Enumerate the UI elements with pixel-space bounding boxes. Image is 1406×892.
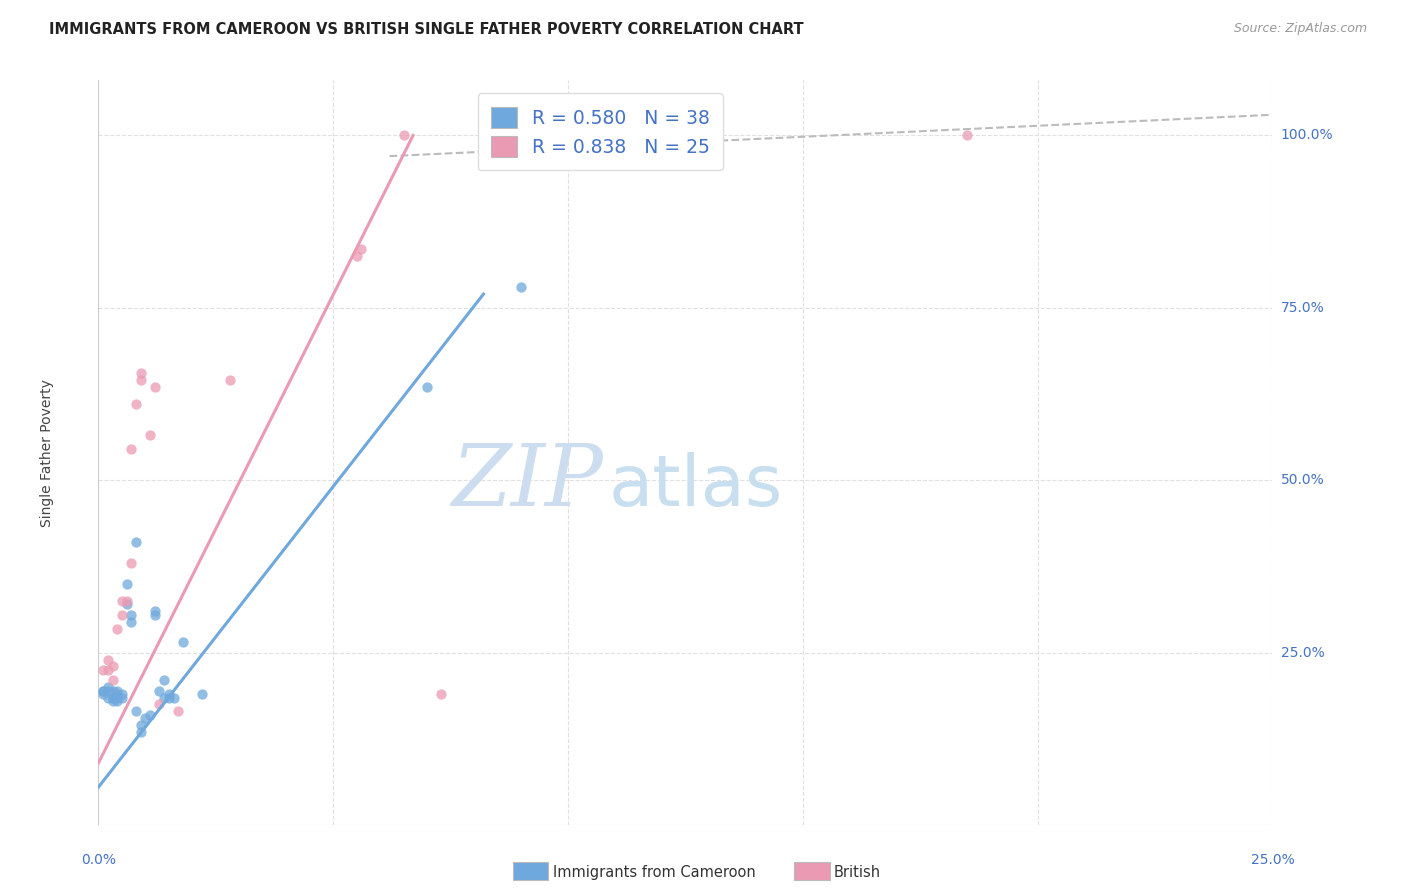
Point [143, 380, 166, 394]
Point [153, 673, 176, 688]
Point [956, 128, 979, 143]
Point [350, 242, 373, 256]
Text: atlas: atlas [609, 451, 783, 521]
Point [97, 680, 120, 694]
Point [105, 622, 128, 636]
Point [139, 707, 162, 722]
Point [129, 718, 152, 732]
Point [101, 659, 124, 673]
Point [97, 663, 120, 677]
Point [510, 280, 533, 294]
Point [91, 663, 114, 677]
Point [105, 690, 128, 705]
Point [91, 683, 114, 698]
Legend: R = 0.580   N = 38, R = 0.838   N = 25: R = 0.580 N = 38, R = 0.838 N = 25 [478, 94, 723, 170]
Point [115, 594, 138, 608]
Point [101, 690, 124, 705]
Text: ZIP: ZIP [451, 442, 603, 524]
Point [120, 615, 142, 629]
Text: 25.0%: 25.0% [1281, 646, 1324, 660]
Point [101, 673, 124, 688]
Point [111, 687, 134, 701]
Point [129, 373, 152, 387]
Point [190, 687, 212, 701]
Point [101, 694, 124, 708]
Point [105, 687, 128, 701]
Point [134, 711, 156, 725]
Point [162, 690, 184, 705]
Point [125, 704, 148, 718]
Point [139, 428, 162, 442]
Text: 75.0%: 75.0% [1281, 301, 1324, 315]
Point [143, 604, 166, 618]
Point [157, 690, 180, 705]
Point [148, 698, 170, 712]
Point [97, 683, 120, 698]
Point [416, 380, 439, 394]
Text: Immigrants from Cameroon: Immigrants from Cameroon [553, 865, 755, 880]
Point [115, 576, 138, 591]
Text: British: British [834, 865, 882, 880]
Point [129, 725, 152, 739]
Point [143, 607, 166, 622]
Point [105, 683, 128, 698]
Point [125, 535, 148, 549]
Point [91, 683, 114, 698]
Point [101, 690, 124, 705]
Point [346, 249, 368, 263]
Point [111, 607, 134, 622]
Point [105, 694, 128, 708]
Point [120, 442, 142, 457]
Point [148, 683, 170, 698]
Point [120, 556, 142, 570]
Point [392, 128, 415, 143]
Point [115, 598, 138, 612]
Point [97, 690, 120, 705]
Point [91, 687, 114, 701]
Point [97, 652, 120, 666]
Point [157, 687, 180, 701]
Text: 50.0%: 50.0% [1281, 474, 1324, 487]
Text: 100.0%: 100.0% [1281, 128, 1333, 143]
Point [172, 635, 194, 649]
Text: Source: ZipAtlas.com: Source: ZipAtlas.com [1233, 22, 1367, 36]
Text: 25.0%: 25.0% [1250, 853, 1295, 867]
Point [219, 373, 242, 387]
Point [120, 607, 142, 622]
Text: 0.0%: 0.0% [82, 853, 115, 867]
Point [167, 704, 190, 718]
Point [603, 128, 626, 143]
Text: Single Father Poverty: Single Father Poverty [39, 379, 53, 526]
Point [101, 683, 124, 698]
Point [153, 690, 176, 705]
Point [129, 367, 152, 381]
Point [430, 687, 453, 701]
Point [111, 690, 134, 705]
Text: IMMIGRANTS FROM CAMEROON VS BRITISH SINGLE FATHER POVERTY CORRELATION CHART: IMMIGRANTS FROM CAMEROON VS BRITISH SING… [49, 22, 804, 37]
Point [111, 594, 134, 608]
Point [125, 397, 148, 411]
